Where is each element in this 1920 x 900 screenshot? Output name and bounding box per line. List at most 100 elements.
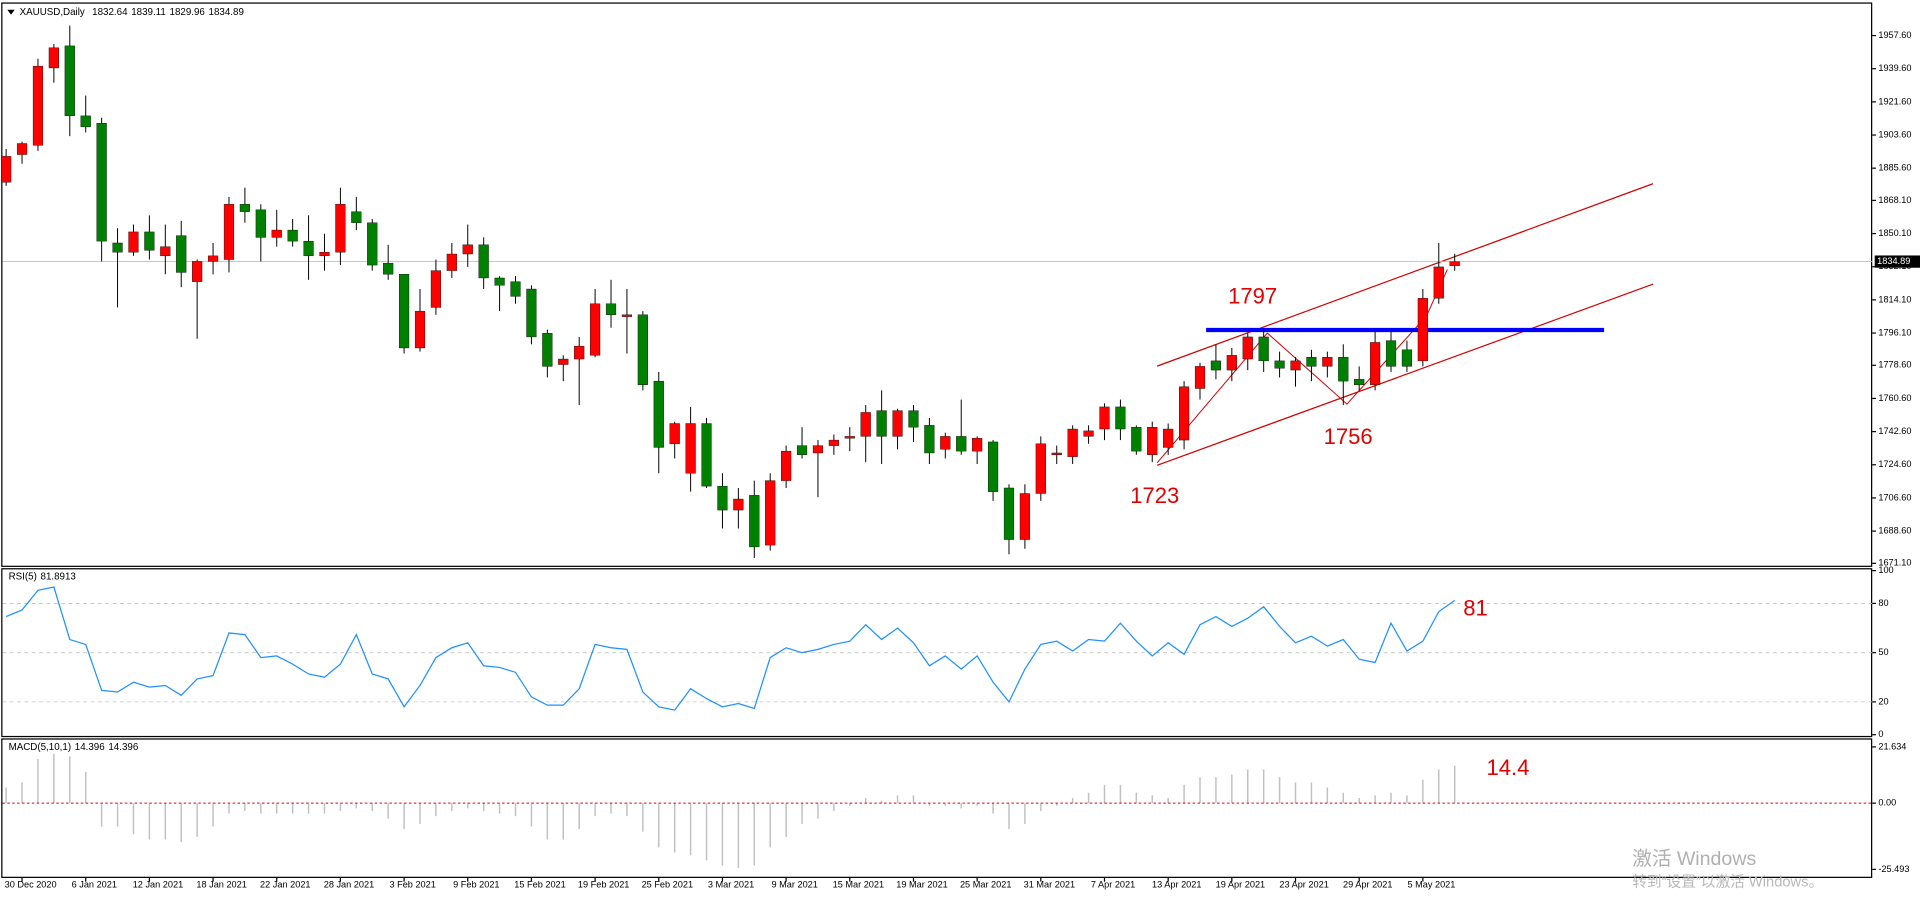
candle-body: [16, 143, 28, 155]
x-tick-label: 15 Mar 2021: [833, 880, 885, 890]
candle-body: [207, 255, 219, 262]
x-tick-label: 25 Feb 2021: [642, 880, 694, 890]
candle-body: [494, 277, 505, 286]
candle-body: [717, 485, 728, 511]
candle-body: [749, 495, 760, 548]
y-tick-label: 1706.60: [1878, 492, 1911, 502]
candle-body: [1322, 356, 1333, 367]
candle-body: [239, 204, 250, 212]
x-tick-label: 13 Apr 2021: [1152, 880, 1201, 890]
header-close: 1834.89: [209, 7, 244, 18]
last-price-label: 1834.89: [1877, 256, 1910, 266]
y-tick-label: 1903.60: [1878, 129, 1911, 139]
candle-body: [112, 242, 123, 253]
candle-body: [1051, 452, 1062, 456]
candle-body: [446, 253, 457, 271]
candle-body: [637, 314, 648, 385]
x-tick-label: 9 Feb 2021: [453, 880, 499, 890]
candle-body: [1370, 342, 1381, 385]
y-tick-label: 1921.60: [1878, 96, 1911, 106]
candle-body: [128, 231, 139, 253]
candle-body: [765, 480, 776, 546]
x-tick-label: 18 Jan 2021: [196, 880, 247, 890]
candle-body: [605, 303, 617, 315]
rsi-value: 81.8913: [41, 571, 77, 582]
candle-body: [1179, 386, 1190, 441]
candle-body: [1401, 349, 1413, 367]
candle-body: [1274, 360, 1285, 369]
header-open: 1832.64: [92, 7, 128, 18]
candle-body: [160, 246, 171, 257]
y-tick-label: 0.00: [1878, 798, 1896, 808]
candle-body: [1306, 356, 1317, 367]
candle-body: [1449, 261, 1460, 266]
candle-body: [987, 441, 999, 492]
x-tick-label: 3 Feb 2021: [389, 880, 435, 890]
candle-body: [303, 240, 314, 257]
candle-body: [144, 231, 155, 251]
price-header: XAUUSD,Daily 1832.64 1839.11 1829.96 1834.89: [20, 7, 244, 18]
x-tick-label: 5 May 2021: [1407, 880, 1455, 890]
y-tick-label: 1778.60: [1878, 360, 1911, 370]
rsi-title: RSI(5): [9, 571, 37, 582]
candle-body: [1099, 406, 1110, 430]
annotation: 1723: [1130, 483, 1179, 508]
y-tick-label: 1760.60: [1878, 393, 1911, 403]
panel-frames: [1, 2, 1873, 878]
candle-body: [1131, 427, 1142, 452]
x-tick-label: 19 Apr 2021: [1216, 880, 1265, 890]
channel-upper[interactable]: [1156, 183, 1654, 367]
last-price-box: [1874, 255, 1920, 268]
candle-body: [526, 288, 537, 338]
menu-arrow[interactable]: [7, 9, 15, 15]
header-low: 1829.96: [170, 7, 206, 18]
candle-body: [1226, 355, 1237, 371]
candle-body: [1035, 443, 1046, 494]
annotation: 1797: [1228, 283, 1277, 308]
candle-body: [1258, 336, 1269, 362]
zigzag[interactable]: [1156, 269, 1448, 464]
candle-body: [1163, 428, 1174, 448]
y-tick-label: 1957.60: [1878, 30, 1911, 40]
x-tick-label: 22 Jan 2021: [260, 880, 311, 890]
y-tick-label: 1688.60: [1878, 526, 1911, 536]
candle-body: [1194, 366, 1206, 389]
macd-value: 14.396: [75, 742, 105, 753]
candle-body: [96, 123, 107, 242]
candle-body: [796, 445, 808, 456]
candle-body: [335, 204, 346, 253]
candle-body: [192, 261, 203, 282]
y-tick-label: 1850.10: [1878, 228, 1911, 238]
candle-body: [924, 425, 935, 454]
y-tick-label: 1814.10: [1878, 294, 1911, 304]
y-tick-label: -25.493: [1878, 864, 1909, 874]
candle-body: [32, 65, 44, 146]
candle-body: [621, 314, 633, 317]
candle-body: [351, 211, 362, 223]
candle-body: [1210, 360, 1221, 371]
candle-body: [223, 204, 235, 260]
candle-body: [860, 412, 871, 437]
x-tick-label: 15 Feb 2021: [514, 880, 566, 890]
candle-body: [653, 380, 664, 448]
candle-body: [701, 423, 712, 487]
x-tick-label: 3 Mar 2021: [708, 880, 754, 890]
candle-body: [319, 251, 330, 257]
y-tick-label: 1671.10: [1878, 558, 1911, 568]
x-tick-label: 6 Jan 2021: [72, 880, 117, 890]
channel-lower[interactable]: [1156, 283, 1654, 466]
header-high: 1839.11: [131, 7, 166, 18]
x-tick-label: 12 Jan 2021: [133, 880, 184, 890]
candle-body: [590, 303, 601, 356]
candle-body: [1147, 427, 1158, 456]
watermark: 激活 Windows: [1632, 848, 1756, 870]
candle-body: [414, 310, 426, 349]
candle-body: [844, 436, 855, 439]
y-tick-label: 0: [1878, 729, 1883, 739]
candle-body: [574, 345, 585, 360]
macd-signal: 14.396: [108, 742, 138, 753]
annotation: 81: [1463, 596, 1488, 621]
candle-body: [1115, 406, 1126, 430]
candle-body: [1417, 298, 1428, 362]
candle-body: [1083, 430, 1094, 437]
